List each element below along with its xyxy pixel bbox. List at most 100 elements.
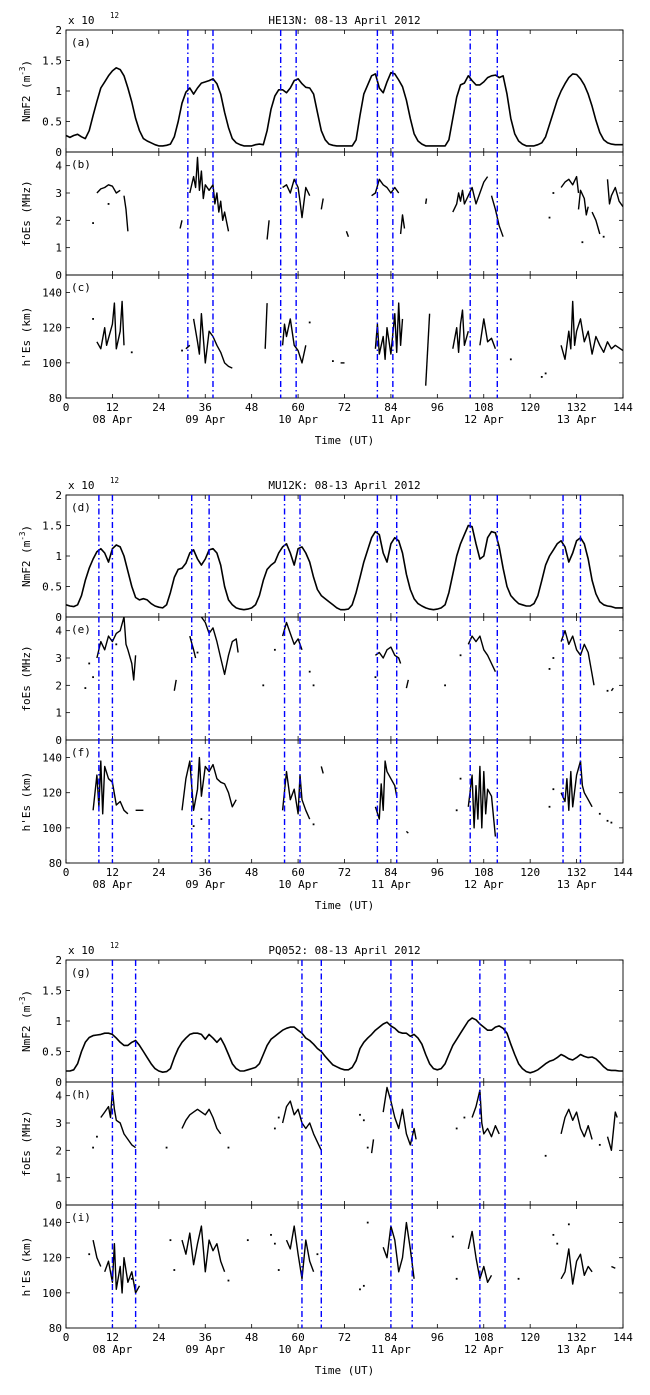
- series-segment: [560, 1108, 593, 1140]
- data-point: [517, 1277, 520, 1280]
- day-label: 11 Apr: [371, 878, 411, 891]
- panel-d: 0 0.5 1 1.5 2 NmF2 (m-3) (d): [18, 489, 624, 624]
- data-point: [130, 1277, 133, 1280]
- series-segment: [173, 679, 177, 691]
- panel-f: 80 100 120 140 h'Es (km) (f): [20, 739, 624, 870]
- y-tick-label: 0: [55, 146, 62, 159]
- series-segment: [66, 524, 623, 611]
- x-axis-label: Time (UT): [315, 1364, 375, 1377]
- data-point: [246, 1239, 249, 1242]
- x-tick-label: 12: [106, 1331, 119, 1344]
- series-segment: [374, 646, 402, 664]
- series-segment: [96, 184, 121, 194]
- y-tick-label: 1.5: [42, 985, 62, 998]
- data-point: [548, 668, 551, 670]
- panel-label: (h): [71, 1088, 91, 1101]
- y-tick-label: 120: [42, 787, 62, 800]
- data-point: [273, 1127, 276, 1130]
- series-segment: [591, 211, 601, 235]
- y-tick-label: 0.5: [42, 116, 62, 129]
- y-label-text: NmF2 (m: [20, 1005, 33, 1052]
- y-tick-label: 2: [55, 214, 62, 227]
- data-point: [277, 1116, 280, 1119]
- data-point: [552, 192, 555, 194]
- data-point: [544, 1154, 547, 1157]
- x-tick-label: 24: [152, 1331, 166, 1344]
- y-exponent-base: x 10: [68, 14, 95, 27]
- panel-label: (f): [71, 746, 91, 759]
- x-tick-label: 36: [199, 401, 212, 414]
- y-label-close: ): [20, 525, 33, 532]
- day-label: 11 Apr: [371, 413, 411, 426]
- x-tick-label: 144: [613, 1331, 633, 1344]
- plot-area: [92, 156, 623, 244]
- panel-frame: [65, 1081, 624, 1206]
- data-point: [451, 1235, 454, 1238]
- y-label-close: ): [20, 60, 33, 67]
- y-label-close: ): [20, 990, 33, 997]
- y-tick-label: 120: [42, 1252, 62, 1265]
- y-tick-label: 2: [55, 954, 62, 967]
- data-point: [262, 684, 265, 687]
- series-segment: [560, 175, 580, 194]
- series-segment: [123, 195, 129, 232]
- day-label: 13 Apr: [557, 413, 597, 426]
- day-label: 10 Apr: [278, 878, 318, 891]
- y-tick-label: 4: [55, 1090, 62, 1103]
- plot-area: [92, 756, 613, 837]
- y-tick-label: 1: [55, 242, 62, 255]
- plot-area: [88, 1221, 616, 1294]
- series-segment: [467, 635, 497, 673]
- y-tick-label: 0: [55, 1199, 62, 1212]
- y-tick-label: 140: [42, 1217, 62, 1230]
- day-label: 08 Apr: [93, 1343, 133, 1356]
- series-segment: [179, 220, 183, 229]
- y-exponent-power: 12: [110, 476, 119, 485]
- y-axis-label: h'Es (km): [20, 772, 33, 832]
- series-segment: [611, 1265, 616, 1269]
- x-tick-label: 132: [567, 401, 587, 414]
- y-tick-label: 0: [55, 1076, 62, 1089]
- day-label: 11 Apr: [371, 1343, 411, 1356]
- y-tick-label: 120: [42, 322, 62, 335]
- x-tick-label: 48: [245, 866, 258, 879]
- y-tick-label: 100: [42, 357, 62, 370]
- series-segment: [345, 231, 350, 237]
- x-tick-label: 132: [567, 866, 587, 879]
- plot-area: [84, 617, 614, 692]
- series-segment: [560, 760, 593, 811]
- panel-c: 80 100 120 140 h'Es (km) (c): [20, 274, 624, 405]
- y-axis-label: NmF2 (m-3): [18, 60, 33, 122]
- day-label: 08 Apr: [93, 878, 133, 891]
- x-tick-label: 0: [63, 1331, 70, 1344]
- data-point: [316, 1253, 319, 1256]
- series-segment: [181, 1108, 222, 1135]
- plot-area: [66, 524, 623, 611]
- series-segment: [606, 179, 623, 208]
- data-point: [556, 1242, 559, 1245]
- x-tick-label: 144: [613, 866, 633, 879]
- data-point: [374, 676, 377, 679]
- data-point: [88, 1253, 91, 1256]
- y-tick-label: 1: [55, 707, 62, 720]
- day-label: 08 Apr: [93, 413, 133, 426]
- x-tick-label: 36: [199, 1331, 212, 1344]
- data-point: [227, 1279, 230, 1282]
- day-label: 12 Apr: [464, 1343, 504, 1356]
- data-point: [165, 1146, 168, 1149]
- series-segment: [405, 679, 409, 689]
- series-segment: [560, 300, 623, 360]
- panel-b: 0 1 2 3 4 foEs (MHz) (b): [20, 151, 624, 282]
- y-tick-label: 0.5: [42, 1046, 62, 1059]
- day-label: 09 Apr: [185, 1343, 225, 1356]
- panel-label: (a): [71, 36, 91, 49]
- day-label: 09 Apr: [185, 413, 225, 426]
- data-point: [84, 687, 87, 689]
- data-point: [366, 1146, 369, 1149]
- series-segment: [200, 617, 239, 676]
- y-tick-label: 2: [55, 1144, 62, 1157]
- series-segment: [104, 1243, 141, 1294]
- panel-frame: [65, 1204, 624, 1329]
- x-tick-label: 60: [291, 1331, 304, 1344]
- series-segment: [452, 309, 469, 353]
